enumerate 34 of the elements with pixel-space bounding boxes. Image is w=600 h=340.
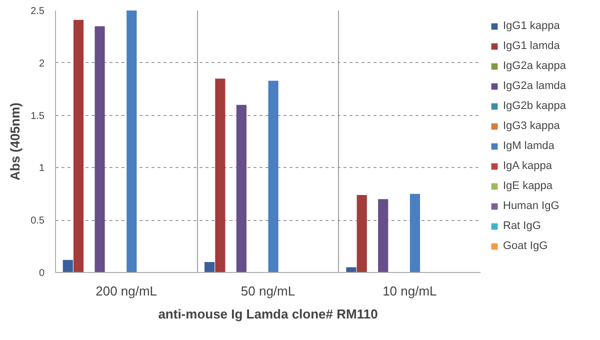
y-tick-label: 0.5 — [30, 216, 45, 227]
y-axis-title: Abs (405nm) — [8, 102, 23, 181]
bar — [204, 262, 215, 272]
bar — [410, 194, 420, 272]
bar — [356, 194, 367, 272]
x-tick-label: 200 ng/mL — [96, 284, 158, 298]
legend-label: IgG1 lamda — [503, 40, 560, 52]
bar — [215, 78, 226, 272]
bar — [94, 26, 105, 272]
bar — [62, 260, 73, 272]
x-tick-label: 10 ng/mL — [382, 284, 437, 298]
y-tick-label: 0 — [38, 268, 45, 279]
legend-label: IgG3 kappa — [503, 120, 560, 132]
legend-label: IgG1 kappa — [503, 20, 560, 32]
bar — [268, 80, 278, 272]
y-tick-label: 1.5 — [30, 110, 45, 122]
x-axis-title: anti-mouse Ig Lamda clone# RM110 — [158, 306, 378, 322]
y-tick-label: 2 — [38, 58, 45, 70]
bar — [236, 104, 246, 272]
legend-label: IgG2b kappa — [503, 100, 566, 112]
y-tick-label: 2.5 — [30, 6, 45, 17]
bar — [126, 10, 137, 272]
legend-label: IgG2a kappa — [503, 60, 566, 72]
legend-label: IgE kappa — [503, 180, 553, 192]
legend-label: Goat IgG — [503, 240, 548, 252]
x-tick-label: 50 ng/mL — [240, 284, 296, 298]
y-tick-label: 1 — [38, 163, 45, 174]
bar — [378, 199, 388, 272]
legend-label: IgG2a lamda — [503, 80, 566, 92]
legend-label: IgA kappa — [503, 160, 552, 172]
bar — [73, 20, 84, 272]
legend-label: IgM lamda — [503, 140, 554, 152]
legend-label: Human IgG — [503, 200, 560, 212]
legend-label: Rat IgG — [503, 220, 541, 232]
